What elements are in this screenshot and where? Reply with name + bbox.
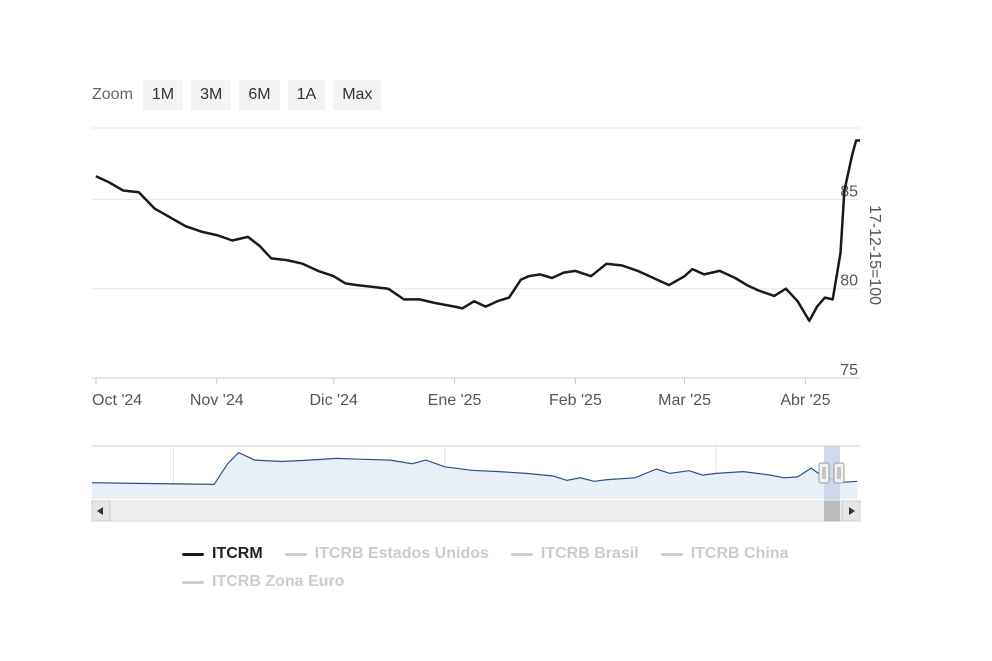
legend-label: ITCRM	[212, 545, 263, 562]
series-line-itcrm[interactable]	[95, 139, 860, 323]
zoom-1m-button[interactable]: 1M	[142, 80, 184, 110]
navigator-area	[92, 452, 858, 499]
x-tick-label: Abr '25	[780, 392, 830, 409]
legend-label: ITCRB Zona Euro	[212, 573, 345, 590]
legend-item-itcrb-china[interactable]: ITCRB China	[660, 544, 789, 564]
scrollbar-track[interactable]	[91, 500, 861, 522]
legend-item-itcrb-zona-euro[interactable]: ITCRB Zona Euro	[182, 572, 344, 592]
legend-label: ITCRB Brasil	[540, 545, 639, 562]
navigator-left-handle[interactable]	[818, 462, 830, 484]
zoom-label: Zoom	[92, 86, 133, 103]
x-tick-label: Dic '24	[310, 392, 359, 409]
scrollbar-thumb[interactable]	[824, 501, 840, 521]
legend-item-itcrb-brasil[interactable]: ITCRB Brasil	[510, 544, 639, 564]
legend-swatch	[284, 552, 307, 556]
y-tick-label: 75	[840, 362, 858, 379]
legend-swatch	[182, 580, 204, 584]
legend-swatch	[660, 552, 683, 556]
legend-label: ITCRB Estados Unidos	[314, 545, 489, 562]
zoom-max-button[interactable]: Max	[333, 80, 382, 110]
legend-item-itcrm[interactable]: ITCRM	[182, 544, 263, 564]
legend-swatch	[182, 552, 204, 556]
x-tick-label: Oct '24	[92, 392, 142, 409]
y-axis-title: 17-12-15=100	[866, 205, 883, 305]
main-grid	[92, 198, 860, 290]
x-tick-label: Nov '24	[190, 392, 244, 409]
legend-swatch	[510, 552, 533, 556]
x-tick-label: Ene '25	[428, 392, 482, 409]
zoom-6m-button[interactable]: 6M	[239, 80, 280, 110]
scrollbar[interactable]	[91, 500, 861, 522]
zoom-3m-button[interactable]: 3M	[191, 80, 232, 110]
x-axis: Oct '24 Nov '24 Dic '24 Ene '25 Feb '25 Mar '…	[92, 378, 831, 409]
y-tick-label: 80	[840, 273, 858, 290]
zoom-toolbar: Zoom 1M 3M 6M 1A Max	[92, 80, 382, 110]
legend: ITCRM ITCRB Estados Unidos ITCRB Brasil …	[182, 544, 842, 592]
x-tick-label: Mar '25	[658, 392, 711, 409]
navigator-right-handle[interactable]	[833, 462, 845, 484]
legend-label: ITCRB China	[690, 545, 789, 562]
x-tick-label: Feb '25	[549, 392, 602, 409]
chevron-left-icon	[97, 507, 103, 515]
chevron-right-icon	[849, 507, 855, 515]
legend-item-itcrb-estados-unidos[interactable]: ITCRB Estados Unidos	[284, 544, 489, 564]
navigator-series-line	[91, 451, 858, 486]
navigator: 200020102020	[91, 445, 860, 522]
zoom-1a-button[interactable]: 1A	[287, 80, 326, 110]
